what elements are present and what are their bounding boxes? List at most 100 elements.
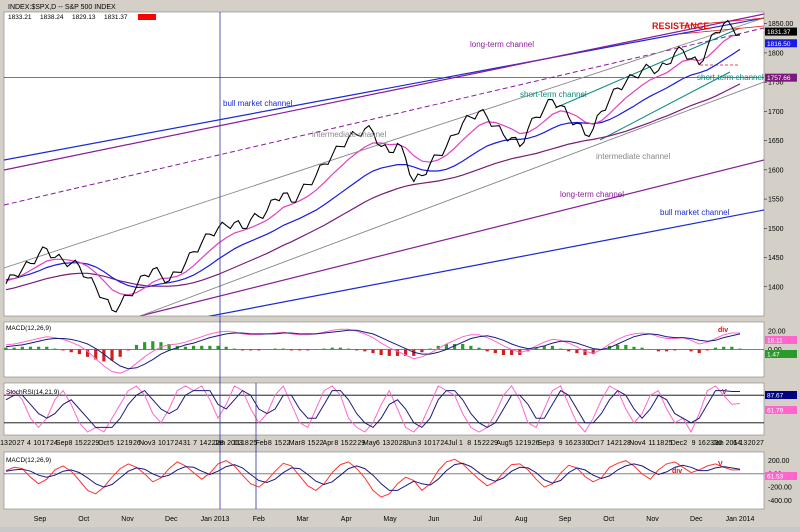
histogram-bar <box>77 349 81 355</box>
x-tick-label: 17 <box>42 440 50 447</box>
histogram-bar <box>143 342 147 350</box>
value-badge <box>765 406 797 414</box>
annotation-label: short-term channel <box>697 73 764 82</box>
x-month-label: Oct <box>78 516 89 523</box>
x-month-label: May <box>383 516 397 523</box>
x-tick-label: 15 <box>75 440 83 447</box>
value-badge <box>765 472 797 480</box>
histogram-bar <box>713 347 718 350</box>
histogram-bar <box>705 349 709 351</box>
histogram-bar <box>542 345 546 350</box>
histogram-bar <box>395 349 400 356</box>
histogram-bar <box>240 349 245 351</box>
histogram-bar <box>159 342 163 350</box>
histogram-bar <box>452 344 457 350</box>
x-tick-label: 10 <box>33 440 41 447</box>
histogram-bar <box>420 349 424 353</box>
x-tick-label: 6 <box>733 440 737 447</box>
histogram-bar <box>134 344 139 350</box>
x-tick-label: 25 <box>249 440 257 447</box>
x-tick-label: 28 <box>399 440 407 447</box>
histogram-bar <box>257 349 261 351</box>
histogram-bar <box>4 347 8 350</box>
x-month-label: Sep <box>34 516 47 523</box>
y-tick-label: 1750 <box>768 80 784 87</box>
histogram-bar <box>673 349 677 351</box>
value-badge-label: 1816.50 <box>767 41 791 48</box>
histogram-bar <box>37 346 41 350</box>
x-tick-label: Mar <box>289 440 302 447</box>
histogram-bar <box>640 347 644 350</box>
y-tick-label: 1450 <box>768 255 784 262</box>
stochrsi-panel[interactable] <box>3 382 765 436</box>
x-tick-label: 14 <box>199 440 207 447</box>
indicator-line <box>5 462 741 491</box>
x-tick-label: 10 <box>424 440 432 447</box>
histogram-bar <box>183 346 188 350</box>
y-tick-label: 200.00 <box>768 458 790 465</box>
histogram-bar <box>314 349 318 350</box>
x-tick-label: 1 <box>459 440 463 447</box>
histogram-bar <box>583 349 587 355</box>
signal-line <box>5 458 740 498</box>
histogram-bar <box>355 349 359 351</box>
histogram-bar <box>20 346 24 350</box>
annotation-label: intermediate channel <box>312 130 386 139</box>
x-tick-label: Aug <box>496 440 509 447</box>
x-tick-label: 11 <box>648 440 655 447</box>
histogram-bar <box>681 349 685 350</box>
weekly-macd-panel[interactable] <box>3 451 765 510</box>
x-tick-label: 17 <box>432 440 440 447</box>
histogram-bar <box>665 349 669 352</box>
x-tick-label: Feb <box>256 440 268 447</box>
x-tick-label: Oct <box>588 440 599 447</box>
x-tick-label: 10 <box>158 440 166 447</box>
annotation-label: bull market channel <box>223 99 293 108</box>
histogram-bar <box>330 347 334 350</box>
price-series-line <box>5 19 741 313</box>
x-tick-label: Oct <box>98 440 109 447</box>
x-tick-label: 24 <box>440 440 448 447</box>
histogram-bar <box>363 349 367 352</box>
histogram-bar <box>469 345 473 350</box>
x-tick-label: 5 <box>110 440 114 447</box>
histogram-bar <box>477 347 481 350</box>
histogram-bar <box>265 349 269 350</box>
histogram-bar <box>281 348 285 350</box>
x-tick-label: 18 <box>656 440 664 447</box>
annotation-label: RESISTANCE <box>652 21 709 31</box>
x-tick-label: 15 <box>307 440 315 447</box>
price-panel[interactable] <box>3 11 765 317</box>
histogram-bar <box>648 349 652 350</box>
x-tick-label: Nov <box>139 440 152 447</box>
annotation-label: V <box>722 389 727 396</box>
x-tick-label: 7 <box>600 440 604 447</box>
x-tick-label: 23 <box>573 440 581 447</box>
histogram-bar <box>550 345 555 350</box>
value-badge-label: 61.79 <box>767 408 784 415</box>
y-tick-label: 20.00 <box>768 329 786 336</box>
histogram-bar <box>338 347 342 350</box>
x-tick-label: 15 <box>474 440 482 447</box>
value-badge-label: 1.47 <box>767 352 780 359</box>
histogram-bar <box>461 344 465 350</box>
x-tick-label: 24 <box>50 440 58 447</box>
x-tick-label: Jun <box>405 440 416 447</box>
x-month-label: Jan 2014 <box>726 516 755 523</box>
x-tick-label: 20 <box>391 440 399 447</box>
x-month-label: Nov <box>646 516 659 523</box>
x-tick-label: 2 <box>683 440 687 447</box>
x-tick-label: Apr <box>323 440 335 447</box>
histogram-bar <box>306 349 310 351</box>
x-tick-label: 19 <box>125 440 133 447</box>
long-term-lower-line <box>139 159 764 316</box>
y-tick-label: 1600 <box>768 167 784 174</box>
histogram-bar <box>126 349 130 351</box>
x-month-label: Jul <box>473 516 482 523</box>
x-tick-label: 8 <box>69 440 73 447</box>
value-badge-label: 61.53 <box>767 474 784 481</box>
x-tick-label: 25 <box>665 440 673 447</box>
value-badge-label: 1831.37 <box>767 29 791 36</box>
histogram-bar <box>110 349 114 361</box>
